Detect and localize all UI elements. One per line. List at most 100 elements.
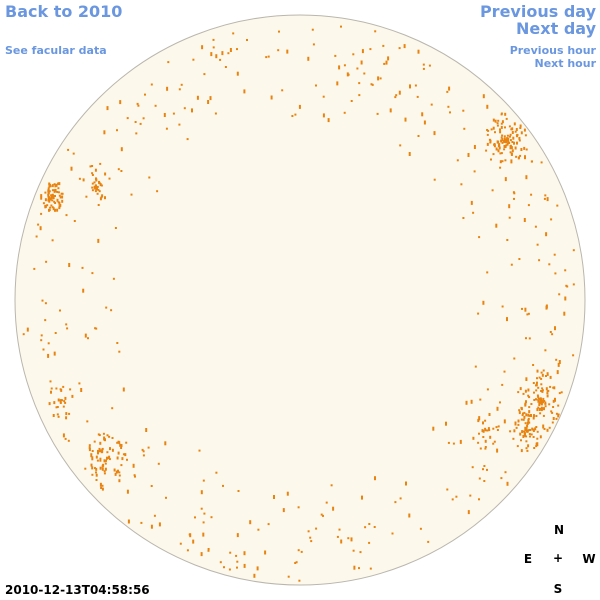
next-day-link[interactable]: Next day	[516, 19, 596, 38]
facula-point	[486, 142, 489, 146]
see-facular-data-link[interactable]: See facular data	[5, 44, 107, 57]
facula-point	[533, 399, 536, 401]
facula-point	[51, 194, 54, 196]
facula-point	[542, 424, 545, 429]
facula-point	[535, 398, 538, 401]
facula-point	[224, 66, 227, 68]
facula-point	[273, 495, 275, 499]
facula-point	[527, 420, 530, 423]
facula-point	[564, 296, 567, 301]
facula-point	[527, 444, 530, 448]
facula-point	[511, 141, 514, 143]
facula-point	[201, 45, 204, 50]
facula-point	[524, 307, 527, 312]
facula-point	[523, 415, 526, 419]
facula-point	[310, 540, 313, 543]
facula-point	[536, 437, 539, 440]
facula-point	[84, 333, 87, 338]
facula-point	[61, 199, 64, 203]
facula-point	[446, 90, 449, 93]
facula-point	[535, 389, 538, 392]
facula-point	[356, 67, 359, 70]
facula-point	[465, 400, 468, 405]
facula-point	[523, 430, 525, 433]
facula-point	[364, 526, 367, 529]
facula-point	[142, 117, 145, 120]
previous-day-link[interactable]: Previous day	[479, 2, 596, 21]
facula-point	[91, 272, 94, 275]
facula-point	[186, 138, 189, 141]
facula-point	[522, 392, 525, 395]
facula-point	[477, 418, 480, 421]
facula-point	[513, 357, 516, 360]
facula-point	[267, 55, 270, 58]
facula-point	[539, 398, 542, 401]
facula-point	[509, 151, 512, 154]
facula-point	[423, 120, 426, 125]
facula-point	[236, 533, 239, 538]
facula-point	[94, 327, 97, 330]
facula-point	[47, 342, 50, 345]
facula-point	[536, 381, 538, 384]
facula-point	[99, 449, 102, 452]
facula-point	[550, 218, 553, 221]
facula-point	[500, 136, 503, 139]
facula-point	[60, 192, 63, 195]
facula-point	[503, 145, 506, 148]
facula-point	[525, 427, 528, 430]
facula-point	[179, 542, 182, 545]
facula-point	[558, 293, 561, 296]
facula-point	[132, 463, 135, 468]
facula-point	[542, 414, 545, 417]
facula-point	[312, 43, 315, 46]
facula-point	[478, 477, 481, 480]
facula-point	[543, 428, 546, 430]
facula-point	[368, 541, 371, 544]
facula-point	[496, 429, 499, 431]
facula-point	[78, 177, 81, 180]
facula-point	[446, 488, 449, 491]
facula-point	[501, 120, 504, 124]
facula-point	[99, 482, 102, 487]
facula-point	[486, 271, 489, 274]
facula-point	[509, 135, 511, 138]
facula-point	[371, 83, 374, 86]
facula-point	[514, 421, 517, 426]
facula-point	[549, 375, 552, 379]
facula-point	[93, 181, 96, 184]
facula-point	[95, 187, 98, 191]
facula-point	[387, 56, 390, 61]
facula-point	[486, 429, 489, 432]
facula-point	[44, 302, 47, 305]
facula-point	[551, 411, 554, 414]
facula-point	[526, 429, 529, 432]
facula-point	[404, 117, 407, 122]
facula-point	[101, 447, 104, 450]
facula-point	[556, 370, 559, 375]
previous-hour-link[interactable]: Previous hour	[509, 44, 596, 57]
back-to-year-link[interactable]: Back to 2010	[5, 2, 123, 21]
facula-point	[150, 524, 153, 529]
facula-point	[294, 562, 297, 564]
facula-point	[100, 184, 103, 187]
facula-point	[219, 58, 222, 61]
facula-point	[532, 364, 535, 366]
facula-point	[124, 453, 127, 457]
facula-point	[557, 414, 560, 418]
facula-point	[101, 194, 104, 198]
facula-point	[64, 437, 67, 440]
facula-point	[165, 127, 168, 130]
facula-point	[504, 159, 507, 162]
facula-point	[558, 360, 561, 364]
facula-point	[538, 376, 541, 379]
facula-point	[50, 194, 53, 197]
facula-point	[88, 448, 91, 452]
facula-point	[518, 411, 521, 415]
facula-point	[267, 523, 270, 526]
facula-point	[509, 430, 512, 433]
facula-point	[417, 135, 420, 137]
facula-point	[97, 238, 100, 243]
facula-point	[61, 195, 64, 199]
next-hour-link[interactable]: Next hour	[534, 57, 597, 70]
facula-point	[554, 272, 557, 275]
